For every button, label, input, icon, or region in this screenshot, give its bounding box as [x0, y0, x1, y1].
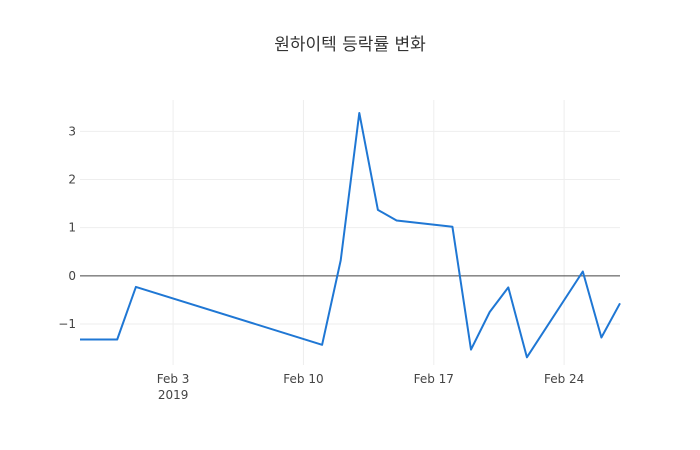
x-tick-label: Feb 17	[414, 372, 454, 386]
series-line	[80, 112, 621, 359]
x-tick-label: Feb 10	[283, 372, 323, 386]
x-tick-label: Feb 24	[544, 372, 584, 386]
x-tick-label: Feb 3	[157, 372, 190, 386]
grid	[80, 100, 620, 365]
x-tick-year-label: 2019	[158, 388, 189, 402]
series-layer	[80, 112, 621, 359]
chart-title: 원하이텍 등락률 변화	[274, 35, 426, 55]
y-tick-label: 2	[68, 173, 76, 187]
y-tick-label: −1	[58, 317, 76, 331]
x-axis-ticks: Feb 3 2019 Feb 10 Feb 17 Feb 24	[157, 372, 585, 402]
y-tick-label: 1	[68, 221, 76, 235]
y-tick-label: 0	[68, 269, 76, 283]
y-tick-label: 3	[68, 124, 76, 138]
y-axis-ticks: −1 0 1 2 3	[58, 124, 76, 331]
